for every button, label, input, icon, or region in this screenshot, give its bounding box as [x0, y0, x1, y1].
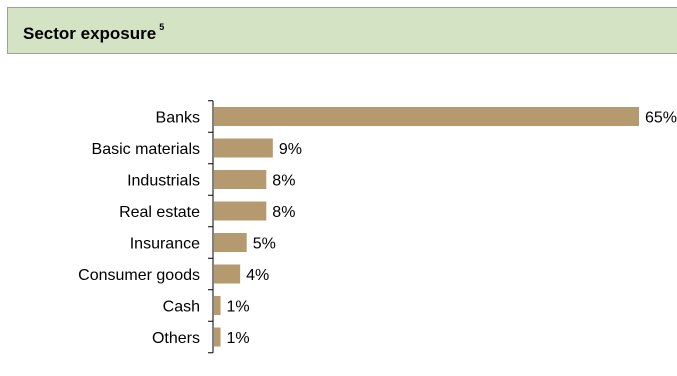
value-label: 1%: [227, 330, 250, 347]
value-label: 8%: [272, 204, 295, 221]
value-label: 5%: [253, 236, 276, 253]
bar-basic-materials: [214, 138, 273, 158]
value-label: 8%: [272, 173, 295, 190]
bar-cash: [214, 296, 221, 315]
section-header: Sector exposure 5: [7, 7, 677, 54]
category-label: Banks: [156, 110, 200, 127]
category-label: Consumer goods: [78, 267, 200, 284]
category-label: Insurance: [130, 236, 200, 253]
value-label: 65%: [645, 110, 677, 127]
bar-banks: [214, 107, 639, 126]
bar-consumer-goods: [214, 264, 241, 284]
bar-insurance: [214, 233, 247, 252]
category-label: Cash: [163, 299, 200, 316]
bar-others: [214, 327, 221, 347]
category-label: Others: [152, 330, 200, 347]
bar-real-estate: [214, 201, 267, 221]
section-title: Sector exposure 5: [23, 22, 164, 44]
value-label: 9%: [279, 141, 302, 158]
section-title-text: Sector exposure: [23, 24, 157, 43]
category-label: Basic materials: [92, 141, 200, 158]
footnote-marker: 5: [159, 22, 165, 32]
category-label: Industrials: [127, 173, 200, 190]
bar-industrials: [214, 170, 267, 189]
category-label: Real estate: [119, 204, 200, 221]
value-label: 1%: [227, 299, 250, 316]
value-label: 4%: [246, 267, 269, 284]
